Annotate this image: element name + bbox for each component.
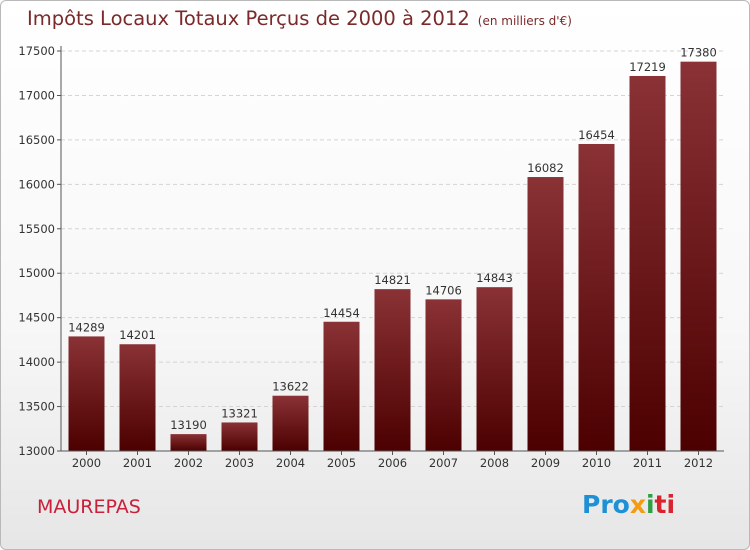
bar-value-label: 17380 (680, 46, 717, 60)
bar-value-label: 14289 (68, 320, 105, 334)
bar-value-label: 13622 (272, 380, 309, 394)
x-tick-label: 2002 (174, 456, 203, 470)
bars: 14289 14201 13190 13321 13622 14454 14821 14706… (68, 46, 717, 452)
y-tick-label: 14500 (18, 311, 55, 325)
bar-value-label: 16082 (527, 161, 564, 175)
bar-value-label: 14706 (425, 283, 462, 297)
bar (68, 336, 105, 451)
y-tick-label: 14000 (18, 355, 55, 369)
bar (680, 61, 717, 452)
y-axis: 13000 13500 14000 14500 15000 15500 16000 16500… (18, 44, 62, 458)
bar (527, 177, 564, 452)
x-tick-label: 2005 (327, 456, 356, 470)
bar (374, 289, 411, 451)
logo-part-3: i (645, 490, 655, 519)
y-tick-label: 16500 (18, 133, 55, 147)
bar (221, 422, 258, 451)
bar-value-label: 14821 (374, 273, 411, 287)
y-tick-label: 17000 (18, 88, 55, 102)
x-tick-label: 2010 (582, 456, 611, 470)
x-tick-label: 2004 (276, 456, 305, 470)
bar (119, 344, 156, 451)
x-axis: 2000 2001 2002 2003 2004 2005 2006 2007 2008 2009… (61, 450, 724, 470)
y-tick-label: 13000 (18, 444, 55, 458)
x-tick-label: 2003 (225, 456, 254, 470)
x-tick-label: 2007 (429, 456, 458, 470)
logo-part-1: Pro (582, 490, 630, 519)
x-tick-label: 2000 (72, 456, 101, 470)
x-tick-label: 2012 (684, 456, 713, 470)
chart-title: Impôts Locaux Totaux Perçus de 2000 à 20… (27, 7, 470, 30)
y-tick-label: 15500 (18, 222, 55, 236)
bar (425, 299, 462, 451)
bar (629, 75, 666, 451)
logo-part-2: x (629, 490, 646, 519)
chart-unit: (en milliers d'€) (477, 14, 572, 28)
bar (578, 143, 615, 451)
bar-value-label: 13190 (170, 418, 207, 432)
bar-value-label: 14201 (119, 328, 156, 342)
x-tick-label: 2001 (123, 456, 152, 470)
proxiti-logo[interactable]: Proxiti (582, 490, 675, 519)
x-tick-label: 2006 (378, 456, 407, 470)
bar-value-label: 16454 (578, 128, 615, 142)
logo-part-4: ti (654, 490, 676, 519)
bar (170, 434, 207, 451)
bar (476, 287, 513, 451)
bar (323, 321, 360, 451)
bar-value-label: 14454 (323, 306, 360, 320)
bar-value-label: 13321 (221, 406, 258, 420)
y-tick-label: 15000 (18, 266, 55, 280)
x-tick-label: 2008 (480, 456, 509, 470)
bar (272, 395, 309, 451)
bar-value-label: 17219 (629, 60, 666, 74)
city-name: MAUREPAS (37, 496, 141, 518)
y-tick-label: 16000 (18, 177, 55, 191)
x-tick-label: 2009 (531, 456, 560, 470)
y-tick-label: 17500 (18, 44, 55, 58)
bar-value-label: 14843 (476, 271, 513, 285)
y-tick-label: 13500 (18, 400, 55, 414)
x-tick-label: 2011 (633, 456, 662, 470)
chart-title-group: Impôts Locaux Totaux Perçus de 2000 à 20… (27, 7, 572, 30)
